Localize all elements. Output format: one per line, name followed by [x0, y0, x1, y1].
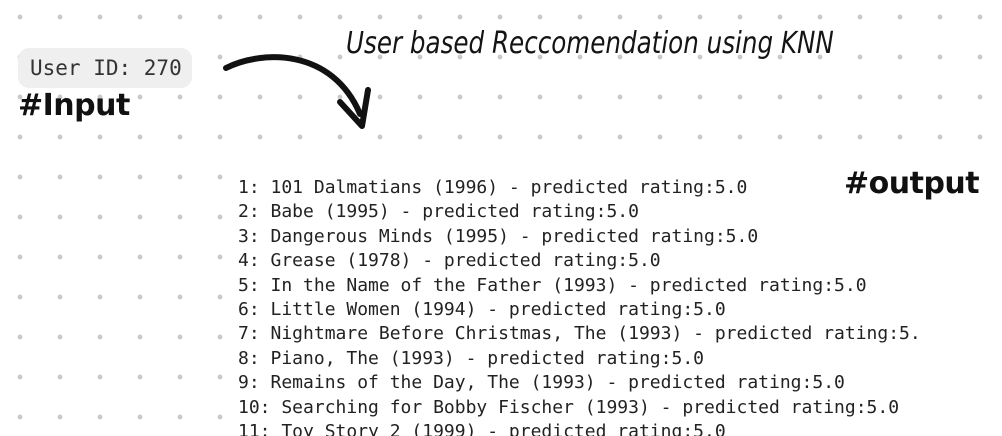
output-panel: 1: 101 Dalmatians (1996) - predicted rat…	[228, 168, 1002, 436]
recommendation-item: 4: Grease (1978) - predicted rating:5.0	[238, 250, 661, 272]
recommendation-item: 6: Little Women (1994) - predicted ratin…	[238, 299, 726, 321]
input-tag: #Input	[18, 88, 130, 123]
recommendation-item: 10: Searching for Bobby Fischer (1993) -…	[238, 396, 900, 418]
output-tag: #output	[844, 168, 980, 201]
recommendation-item: 2: Babe (1995) - predicted rating:5.0	[238, 201, 639, 223]
recommendation-item: 1: 101 Dalmatians (1996) - predicted rat…	[238, 177, 748, 198]
recommendation-item: 5: In the Name of the Father (1993) - pr…	[238, 274, 867, 296]
recommendation-item: 8: Piano, The (1993) - predicted rating:…	[238, 347, 704, 369]
recommendation-item: 11: Toy Story 2 (1999) - predicted ratin…	[238, 421, 726, 436]
user-id-chip: User ID: 270	[18, 48, 192, 88]
diagram-title: User based Reccomendation using KNN	[346, 26, 834, 61]
recommendation-item: 3: Dangerous Minds (1995) - predicted ra…	[238, 225, 759, 247]
recommendation-item: 7: Nightmare Before Christmas, The (1993…	[238, 323, 921, 345]
recommendation-list: 1: 101 Dalmatians (1996) - predicted rat…	[238, 176, 921, 436]
recommendation-item: 9: Remains of the Day, The (1993) - pred…	[238, 372, 845, 394]
curved-arrow-icon	[223, 54, 371, 129]
